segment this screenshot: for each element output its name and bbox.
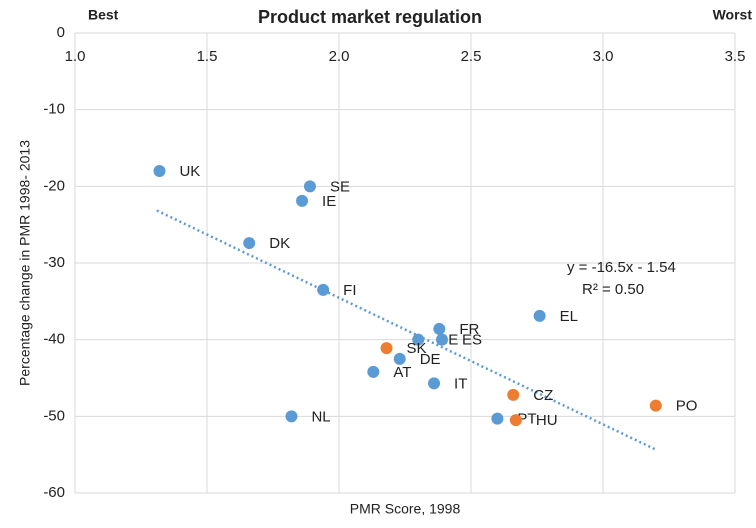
point-label: NL xyxy=(311,408,330,425)
point xyxy=(649,399,662,412)
y-tick-label: -50 xyxy=(43,407,65,424)
point-label: HU xyxy=(536,412,558,429)
point xyxy=(243,237,256,250)
point xyxy=(491,412,504,425)
trendline-r2: R² = 0.50 xyxy=(582,281,644,298)
point xyxy=(317,283,330,296)
point-label: PO xyxy=(676,398,698,415)
y-tick-label: -30 xyxy=(43,254,65,271)
point-label: PT xyxy=(517,411,536,428)
x-tick-label: 2.5 xyxy=(461,48,482,65)
point xyxy=(285,410,298,423)
point-label: FI xyxy=(343,282,356,299)
worst-note: Worst xyxy=(713,7,753,23)
point xyxy=(380,342,393,355)
point xyxy=(296,194,309,207)
x-tick-label: 3.5 xyxy=(725,48,746,65)
point xyxy=(393,352,406,365)
point-label: UK xyxy=(179,163,200,180)
trendline-equation: y = -16.5x - 1.54 xyxy=(567,259,676,276)
x-tick-label: 3.0 xyxy=(593,48,614,65)
point-label: ES xyxy=(462,332,482,349)
y-tick-label: -60 xyxy=(43,484,65,501)
point-label: IT xyxy=(454,375,467,392)
point-label: CZ xyxy=(533,387,553,404)
x-tick-label: 1.0 xyxy=(65,48,86,65)
point-label: FR xyxy=(459,321,479,338)
point-label: IE xyxy=(322,193,336,210)
point xyxy=(367,365,380,378)
best-note: Best xyxy=(88,7,119,23)
point xyxy=(509,414,522,427)
point xyxy=(428,377,441,390)
x-tick-label: 1.5 xyxy=(197,48,218,65)
point-label: DK xyxy=(269,235,290,252)
point-label: AT xyxy=(393,364,411,381)
x-tick-label: 2.0 xyxy=(329,48,350,65)
point-label: SK xyxy=(407,340,427,357)
y-tick-label: -40 xyxy=(43,331,65,348)
point xyxy=(433,322,446,335)
x-axis-label: PMR Score, 1998 xyxy=(350,501,461,517)
point-label: SE xyxy=(330,178,350,195)
point xyxy=(435,333,448,346)
point xyxy=(507,388,520,401)
point xyxy=(303,180,316,193)
point xyxy=(412,333,425,346)
chart-title: Product market regulation xyxy=(258,7,482,27)
point xyxy=(533,309,546,322)
point xyxy=(153,165,166,177)
point-label: EL xyxy=(560,308,578,325)
y-tick-label: 0 xyxy=(57,24,65,41)
y-tick-label: -20 xyxy=(43,177,65,194)
point-label: DE xyxy=(420,351,441,368)
y-tick-label: -10 xyxy=(43,101,65,118)
trendline xyxy=(156,209,657,451)
y-axis-label: Percentage change in PMR 1998- 2013 xyxy=(17,140,33,386)
